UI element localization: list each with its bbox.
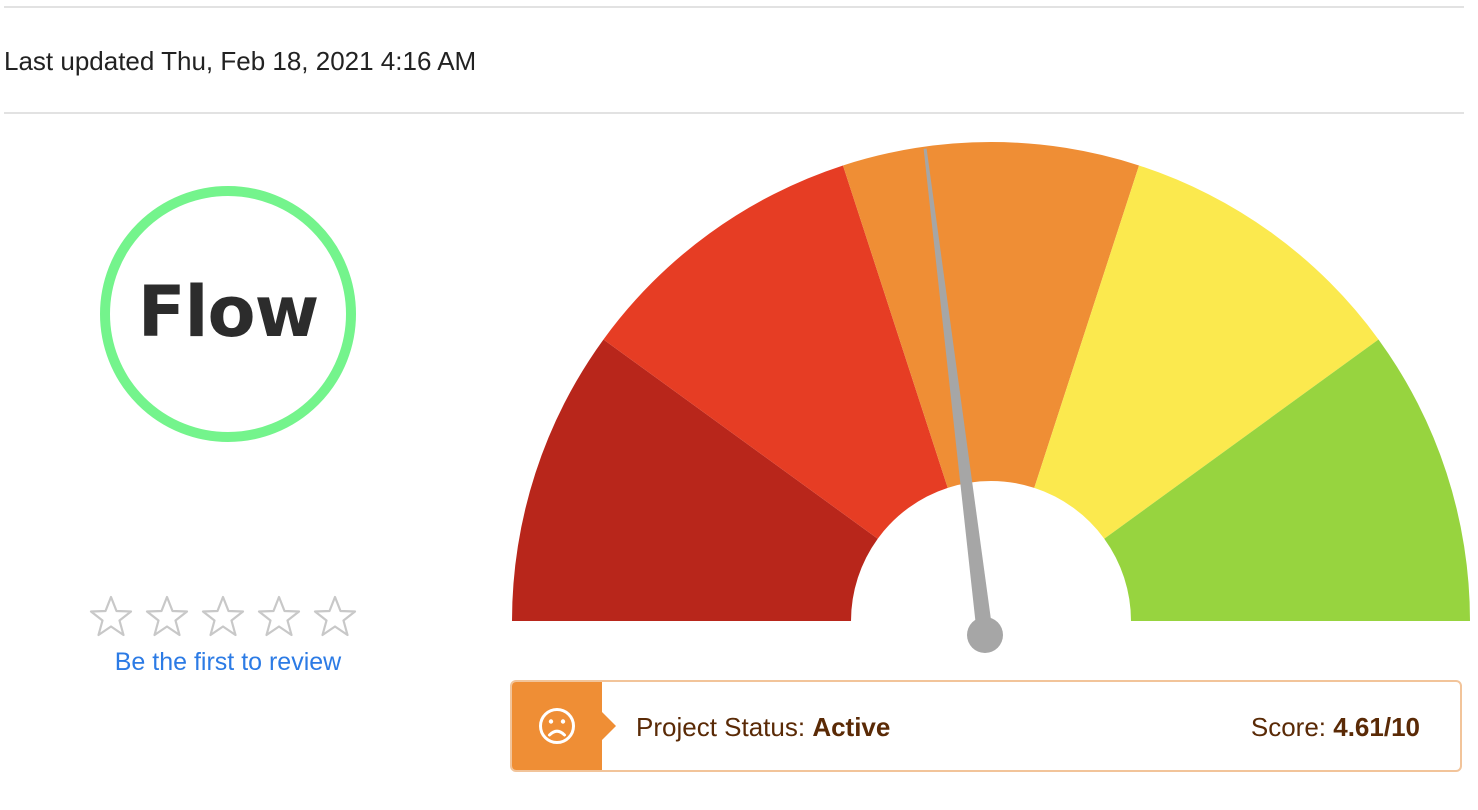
first-review-link[interactable]: Be the first to review	[114, 648, 342, 676]
gauge-needle	[923, 148, 993, 636]
score-readout: Score: 4.61/10	[1251, 710, 1420, 744]
gauge-svg	[512, 142, 1470, 653]
gauge-needle-hub	[967, 617, 1003, 653]
project-status-bar: Project Status: Active Score: 4.61/10	[510, 680, 1462, 772]
star-icon-1[interactable]	[88, 594, 134, 640]
project-logo: Flow	[100, 186, 356, 442]
logo-text: Flow	[137, 271, 320, 353]
score-label: Score:	[1250, 712, 1334, 742]
gauge-segment-1	[512, 339, 878, 621]
gauge-segment-3	[842, 142, 1140, 488]
gauge-segment-2	[603, 165, 948, 539]
gauge-segment-4	[1034, 165, 1379, 539]
star-icon-3[interactable]	[200, 594, 246, 640]
status-label-text: Project Status:	[636, 712, 813, 742]
header-divider	[4, 112, 1464, 114]
score-value: 4.61/10	[1333, 712, 1420, 742]
star-icon-5[interactable]	[312, 594, 358, 640]
score-gauge	[500, 130, 1470, 670]
gauge-segment-5	[1104, 339, 1470, 621]
project-status-value: Active	[812, 712, 891, 742]
project-status-label: Project Status: Active	[636, 710, 890, 744]
sad-face-icon	[539, 708, 575, 744]
status-icon-box	[512, 682, 616, 770]
top-divider	[4, 6, 1464, 8]
star-icon-4[interactable]	[256, 594, 302, 640]
star-rating[interactable]	[88, 594, 370, 642]
star-icon-2[interactable]	[144, 594, 190, 640]
last-updated-text: Last updated Thu, Feb 18, 2021 4:16 AM	[4, 46, 477, 76]
